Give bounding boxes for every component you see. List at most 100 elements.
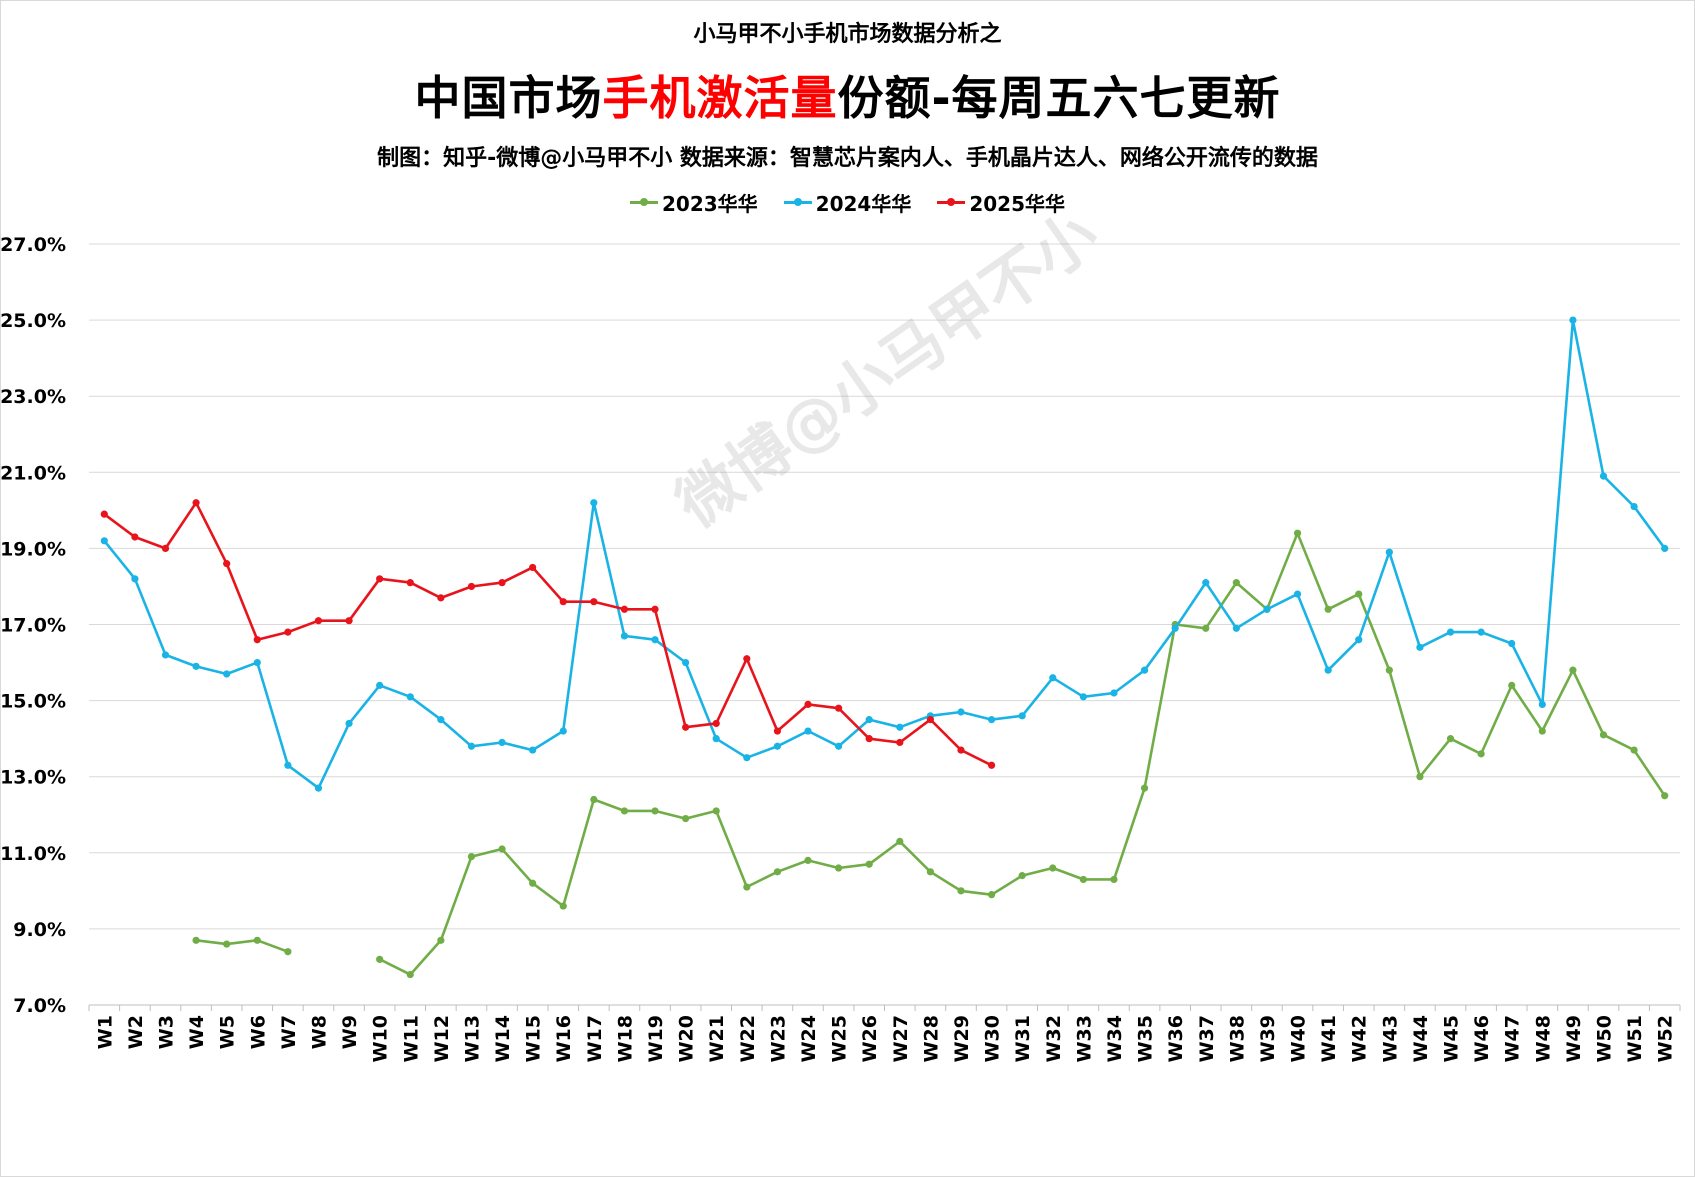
data-point [284,761,292,769]
data-point [926,868,934,876]
y-tick-label: 15.0% [0,691,66,713]
data-point [896,837,904,845]
data-point [1202,624,1210,632]
x-tick-label: W25 [829,1015,851,1062]
data-point [712,735,720,743]
data-point [406,579,414,587]
x-tick-label: W44 [1410,1015,1432,1062]
x-tick-label: W15 [523,1015,545,1062]
data-point [865,716,873,724]
y-tick-label: 9.0% [13,919,66,941]
data-point [1538,727,1546,735]
x-tick-label: W50 [1594,1015,1616,1062]
data-point [223,670,231,678]
y-tick-label: 11.0% [0,843,66,865]
data-point [1446,735,1455,743]
data-point [804,727,812,735]
x-tick-label: W24 [798,1015,820,1062]
x-tick-label: W13 [461,1015,483,1062]
y-tick-label: 19.0% [0,538,66,560]
data-point [1477,628,1485,636]
x-tick-label: W37 [1196,1015,1218,1062]
data-point [1140,666,1149,674]
data-point [835,864,843,872]
data-point [345,719,353,728]
y-tick-label: 23.0% [0,386,66,408]
series-line-0 [195,938,289,953]
data-point [100,537,108,545]
data-point [406,970,414,979]
x-tick-label: W10 [370,1015,392,1062]
data-point [253,636,261,644]
data-point [314,784,323,792]
data-point [682,658,690,667]
data-point [437,716,445,724]
data-point [376,681,384,689]
data-point [1324,605,1332,613]
data-point [1661,544,1669,553]
data-point [314,617,323,625]
x-tick-label: W4 [186,1015,208,1049]
legend-label-2023: 2023华华 [661,192,758,216]
data-point [131,575,139,583]
x-tick-label: W46 [1471,1015,1493,1062]
data-point [1416,643,1424,651]
data-point [651,605,659,613]
data-point [1079,875,1087,884]
x-tick-label: W31 [1012,1015,1034,1062]
data-point [926,716,934,724]
data-point [1293,529,1302,537]
data-point [957,746,965,754]
data-point [651,636,659,644]
x-tick-label: W22 [737,1015,759,1062]
data-point [529,563,537,572]
data-point [1477,750,1485,758]
data-point [253,658,261,667]
data-point [1385,666,1393,674]
data-point [284,628,292,636]
data-point [1630,746,1638,754]
x-tick-label: W9 [339,1015,361,1049]
data-point [620,605,629,613]
data-point [743,655,751,663]
legend-swatch-2024 [783,198,812,206]
data-point [620,807,629,815]
y-tick-label: 17.0% [0,615,66,637]
data-point [559,598,567,606]
x-tick-label: W29 [951,1015,973,1062]
x-tick-label: W30 [982,1015,1004,1062]
data-point [161,544,170,553]
x-tick-label: W34 [1104,1015,1126,1062]
data-point [1569,666,1577,674]
data-point [1661,792,1669,800]
y-tick-label: 27.0% [0,234,66,256]
data-point [773,727,782,735]
x-tick-label: W36 [1165,1015,1187,1062]
chart-title: 中国市场手机激活量份额-每周五六七更新 [0,62,1695,128]
data-point [559,727,567,735]
x-tick-label: W19 [645,1015,667,1062]
x-tick-label: W21 [706,1015,728,1062]
data-point [345,617,353,625]
data-point [1599,472,1608,480]
legend-label-2024: 2024华华 [815,192,912,216]
x-tick-label: W18 [614,1015,636,1062]
x-tick-label: W32 [1043,1015,1065,1062]
data-point [1508,639,1516,648]
x-tick-label: W51 [1624,1015,1646,1062]
x-tick-label: W6 [247,1015,269,1049]
x-tick-label: W12 [431,1015,453,1062]
data-point [804,856,812,865]
data-point [590,598,598,606]
data-point [1508,681,1516,689]
data-point [1049,674,1057,682]
x-tick-label: W3 [155,1015,177,1049]
x-tick-label: W23 [767,1015,789,1062]
x-tick-label: W33 [1073,1015,1095,1062]
data-point [865,860,873,868]
x-tick-label: W48 [1532,1015,1554,1062]
x-tick-label: W39 [1257,1015,1279,1062]
data-point [529,746,537,754]
